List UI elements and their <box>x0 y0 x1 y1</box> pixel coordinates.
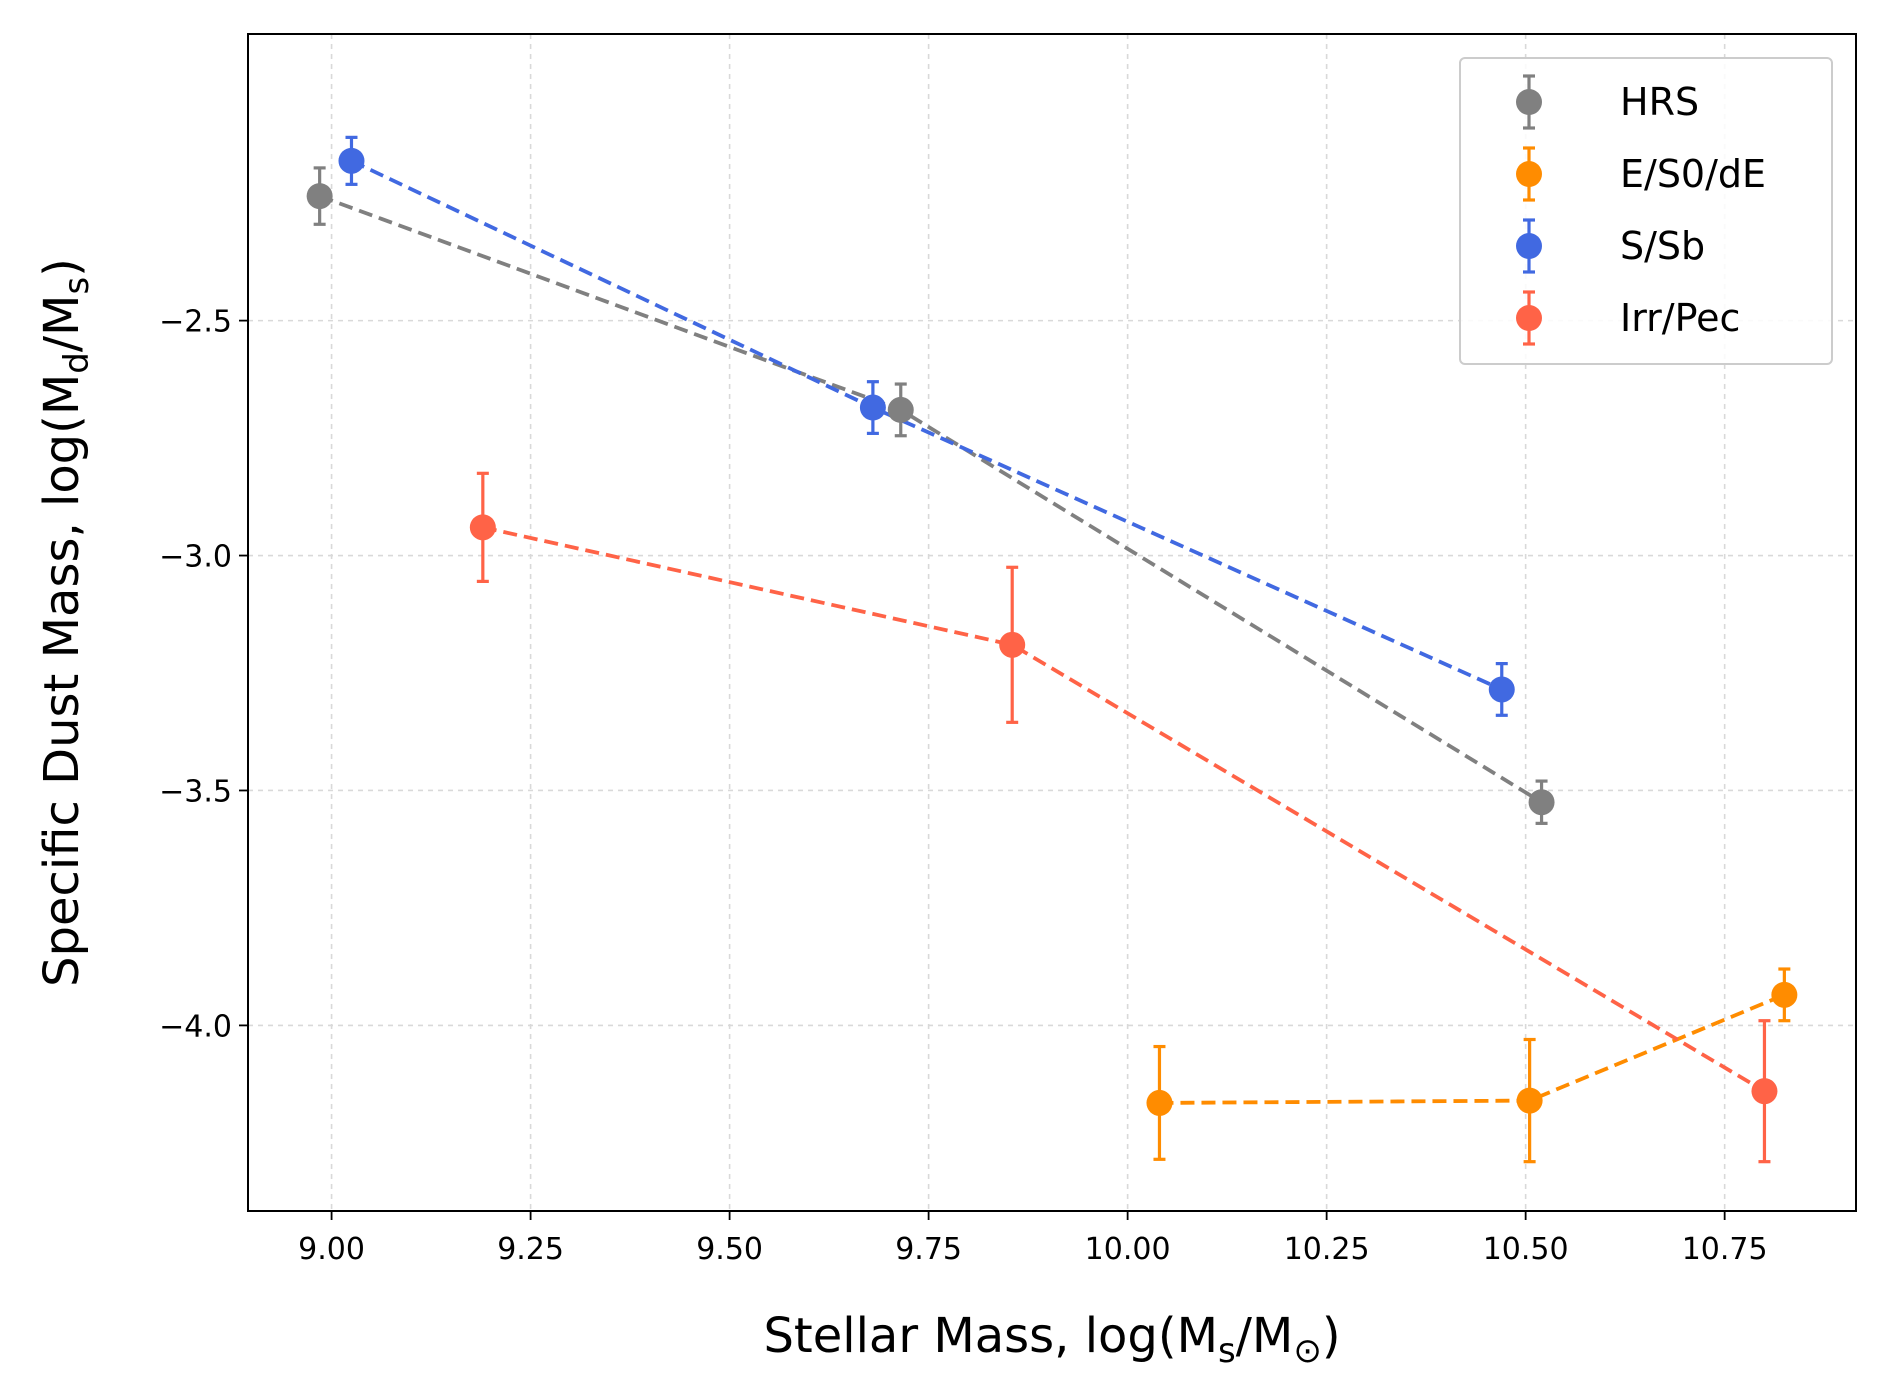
x-tick-label: 9.50 <box>696 1232 763 1267</box>
x-tick-label: 9.25 <box>497 1232 564 1267</box>
legend-marker-e-s0-de <box>1516 161 1542 187</box>
legend-marker-irr-pec <box>1516 305 1542 331</box>
data-point-s-sb <box>859 394 886 421</box>
x-tick-label: 9.75 <box>895 1232 962 1267</box>
x-axis-label: Stellar Mass, log(Ms/M⊙) <box>763 1308 1340 1371</box>
data-point-e-s0-de <box>1771 981 1798 1008</box>
series-line-irr-pec <box>482 525 1766 1093</box>
legend-label-s-sb: S/Sb <box>1620 224 1705 268</box>
x-tick-label: 10.75 <box>1682 1232 1768 1267</box>
data-point-hrs <box>306 183 333 210</box>
data-point-e-s0-de <box>1146 1089 1173 1116</box>
legend-label-irr-pec: Irr/Pec <box>1620 296 1740 340</box>
data-point-hrs <box>887 396 914 423</box>
legend-box <box>1459 57 1833 365</box>
data-point-e-s0-de <box>1516 1087 1543 1114</box>
data-point-s-sb <box>338 147 365 174</box>
x-tick-label: 9.00 <box>298 1232 365 1267</box>
y-tick-label: −3.0 <box>159 540 232 575</box>
legend-label-hrs: HRS <box>1620 80 1699 124</box>
data-point-hrs <box>1528 789 1555 816</box>
data-point-irr-pec <box>999 631 1026 658</box>
data-point-irr-pec <box>1751 1078 1778 1105</box>
y-tick-label: −2.5 <box>159 305 232 340</box>
legend: HRS E/S0/dE S/Sb Irr/Pec <box>1459 57 1833 365</box>
axis-ticks: 9.00 9.25 9.50 9.75 10.00 10.25 10.50 10.75 −2.5… <box>159 305 1767 1267</box>
legend-label-e-s0-de: E/S0/dE <box>1620 152 1766 196</box>
x-tick-label: 10.25 <box>1284 1232 1370 1267</box>
y-tick-label: −3.5 <box>159 774 232 809</box>
x-tick-label: 10.50 <box>1483 1232 1569 1267</box>
plot-area <box>247 33 1857 1212</box>
legend-marker-s-sb <box>1516 233 1542 259</box>
legend-marker-hrs <box>1516 89 1542 115</box>
y-tick-label: −4.0 <box>159 1009 232 1044</box>
x-tick-label: 10.00 <box>1085 1232 1171 1267</box>
data-point-s-sb <box>1488 676 1515 703</box>
plot-data <box>306 135 1798 1164</box>
y-axis-label: Specific Dust Mass, log(Md/Ms) <box>34 258 97 987</box>
data-point-irr-pec <box>469 514 496 541</box>
